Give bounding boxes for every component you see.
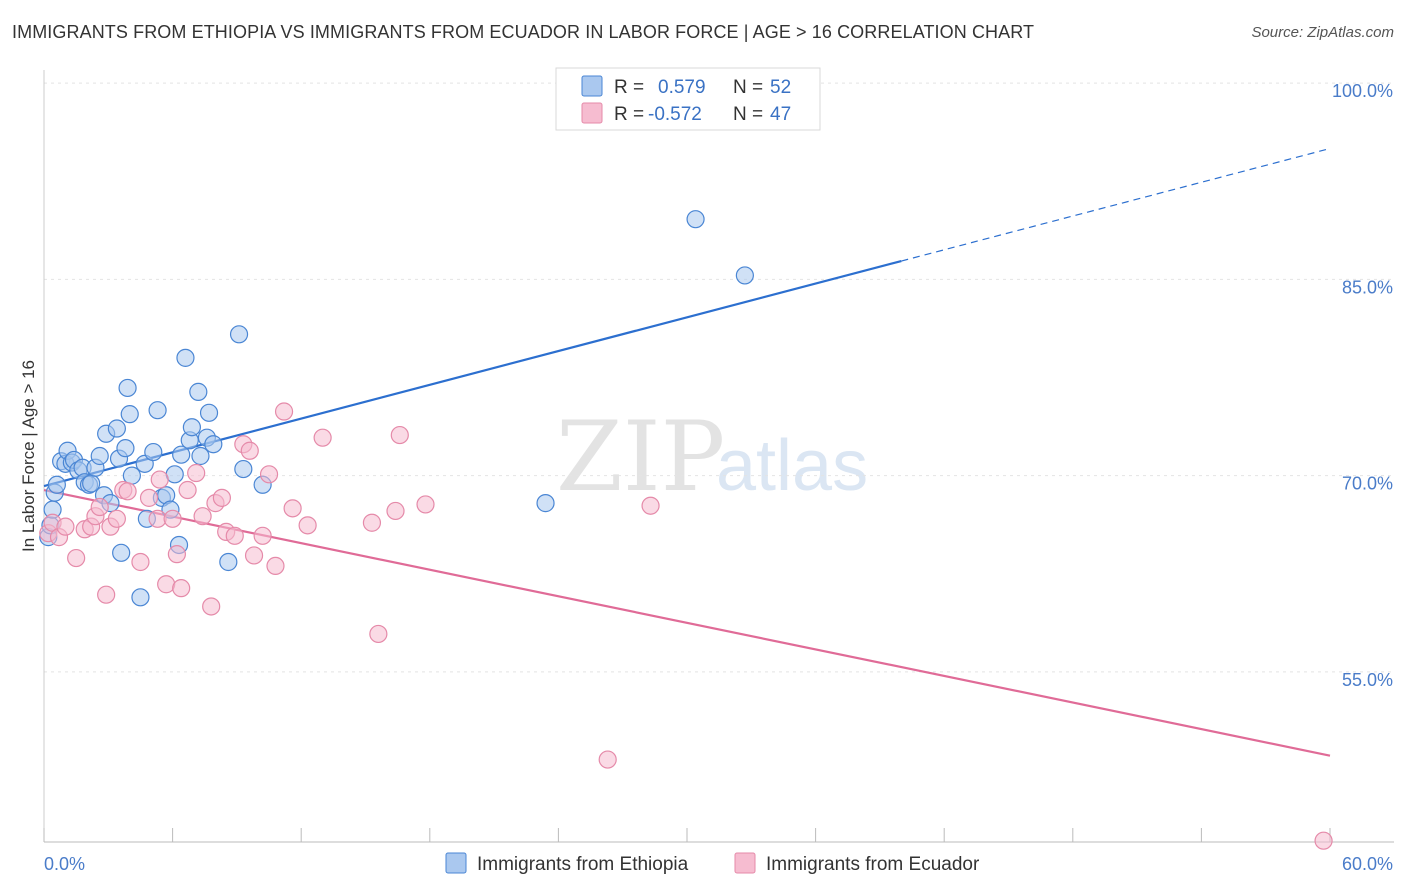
point-ethiopia-42: [191, 446, 210, 466]
point-ethiopia-22: [112, 543, 131, 562]
point-ecuador-21: [172, 579, 191, 598]
point-ecuador-43: [390, 425, 409, 445]
y-tick-label-1: 70.0%: [1342, 474, 1393, 494]
point-ethiopia-47: [229, 325, 249, 344]
series-legend-swatch-ecuador: [734, 852, 756, 874]
point-ecuador-38: [298, 516, 317, 535]
x-tick-labels: 0.0% 60.0%: [44, 854, 1393, 874]
point-ethiopia-25: [120, 405, 139, 424]
point-ecuador-27: [212, 488, 231, 507]
watermark-atlas: atlas: [716, 426, 868, 506]
y-tick-label-3: 100.0%: [1332, 81, 1393, 101]
point-ecuador-31: [240, 441, 259, 460]
point-ecuador-19: [163, 509, 182, 528]
watermark-zip: ZIP: [556, 401, 725, 513]
y-tick-label-0: 55.0%: [1342, 670, 1393, 690]
point-ethiopia-46: [219, 552, 238, 572]
point-ecuador-36: [274, 402, 294, 421]
point-ecuador-18: [157, 575, 176, 594]
legend-r-value-ecuador: -0.572: [648, 104, 702, 125]
point-ecuador-8: [90, 497, 109, 517]
point-ecuador-14: [131, 552, 150, 572]
point-ethiopia-20: [107, 419, 126, 438]
point-ecuador-34: [259, 465, 279, 484]
point-ethiopia-44: [199, 403, 219, 422]
point-ecuador-35: [266, 556, 285, 576]
point-ethiopia-50: [536, 494, 555, 513]
point-ecuador-29: [225, 526, 244, 545]
legend-n-value-ecuador: 47: [770, 104, 791, 125]
point-ecuador-24: [193, 507, 212, 526]
point-ethiopia-27: [131, 588, 150, 607]
point-ethiopia-48: [234, 459, 253, 479]
legend-r-value-ethiopia: 0.579: [658, 77, 706, 98]
point-ecuador-23: [187, 463, 206, 483]
point-ecuador-4: [67, 548, 86, 568]
point-ethiopia-4: [47, 475, 66, 494]
x-tick-label-min: 0.0%: [44, 854, 85, 874]
point-ecuador-17: [150, 470, 169, 489]
axes: [43, 70, 1394, 843]
legend-n-label-ethiopia: N =: [733, 77, 763, 98]
y-tick-label-2: 85.0%: [1342, 277, 1393, 297]
point-ethiopia-45: [204, 435, 223, 454]
y-axis-label: In Labor Force | Age > 16: [19, 360, 38, 552]
point-ethiopia-38: [176, 348, 195, 367]
point-ethiopia-23: [116, 439, 135, 458]
legend-swatch-ethiopia: [581, 75, 603, 97]
legend-n-value-ethiopia: 52: [770, 77, 791, 98]
y-tick-labels: 55.0% 70.0% 85.0% 100.0%: [1332, 81, 1393, 690]
point-ecuador-22: [178, 480, 197, 500]
point-ecuador-13: [118, 482, 137, 501]
chart-title: IMMIGRANTS FROM ETHIOPIA VS IMMIGRANTS F…: [12, 22, 1035, 42]
watermark: ZIP atlas: [556, 401, 868, 513]
point-ecuador-42: [386, 501, 405, 521]
point-ethiopia-37: [172, 445, 191, 464]
point-ethiopia-31: [148, 401, 167, 420]
data-points: [39, 210, 1333, 850]
point-ecuador-33: [253, 526, 272, 545]
legend-swatch-ecuador: [581, 102, 603, 124]
series-legend: Immigrants from Ethiopia Immigrants from…: [445, 852, 980, 875]
series-legend-label-ethiopia: Immigrants from Ethiopia: [477, 854, 689, 875]
point-ecuador-37: [283, 499, 302, 518]
x-tick-label-max: 60.0%: [1342, 854, 1393, 874]
point-ethiopia-16: [90, 446, 109, 466]
legend-n-label-ecuador: N =: [733, 104, 763, 125]
grid: [44, 82, 1394, 673]
point-ecuador-41: [369, 624, 388, 644]
point-ecuador-9: [97, 585, 116, 604]
legend-r-label-ecuador: R =: [614, 104, 644, 125]
correlation-legend: R = 0.579 N = 52 R = -0.572 N = 47: [555, 67, 821, 131]
point-ecuador-46: [641, 496, 660, 515]
point-ethiopia-24: [118, 378, 137, 398]
point-ecuador-25: [202, 597, 221, 616]
point-ecuador-20: [167, 545, 186, 564]
point-ecuador-44: [416, 495, 435, 514]
source-credit: Source: ZipAtlas.com: [1251, 24, 1394, 41]
trend-line-ethiopia-extension: [901, 147, 1331, 262]
point-ecuador-39: [313, 428, 332, 447]
point-ecuador-45: [598, 750, 617, 769]
point-ecuador-3: [56, 517, 75, 536]
point-ecuador-11: [107, 509, 126, 528]
point-ecuador-32: [244, 546, 264, 565]
point-ethiopia-30: [144, 442, 163, 462]
point-ethiopia-41: [189, 382, 208, 401]
series-legend-label-ecuador: Immigrants from Ecuador: [766, 854, 980, 875]
point-ethiopia-52: [735, 266, 754, 285]
point-ecuador-40: [362, 513, 382, 532]
point-ecuador-47: [1314, 831, 1333, 850]
legend-r-label-ethiopia: R =: [614, 77, 644, 98]
point-ethiopia-51: [686, 210, 705, 229]
series-legend-swatch-ethiopia: [445, 852, 467, 874]
point-ecuador-15: [139, 488, 159, 507]
point-ethiopia-40: [182, 418, 201, 437]
